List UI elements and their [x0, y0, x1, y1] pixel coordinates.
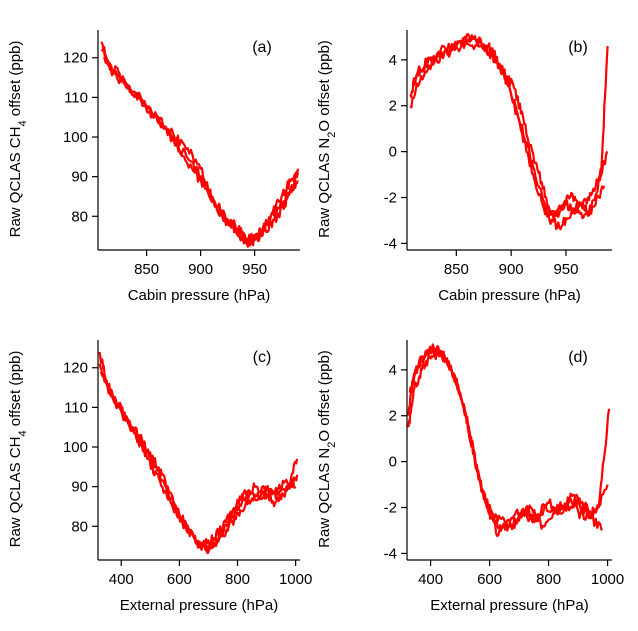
y-axis-label: Raw QCLAS CH4 offset (ppb) [7, 41, 29, 238]
panel-b: 850 900 950 -4 -2 0 2 4 Cabin pressure (hPa) Raw … [316, 30, 612, 304]
panel-label: (d) [568, 349, 588, 366]
x-tick-label: 800 [536, 571, 561, 588]
y-tick-label: 90 [71, 479, 88, 496]
y-tick-label: 80 [71, 518, 88, 535]
x-axis-label: Cabin pressure (hPa) [438, 287, 581, 304]
y-tick-label: 4 [389, 362, 397, 379]
panel-c: 400 600 800 1000 80 90 100 110 120 External press… [7, 340, 312, 614]
y-tick-label: 110 [64, 89, 88, 106]
series-line [98, 363, 297, 549]
y-tick-label: 120 [63, 50, 88, 67]
y-tick-label: 0 [389, 454, 397, 471]
y-tick-label: 120 [63, 360, 88, 377]
series-line [408, 343, 603, 538]
y-tick-label: -4 [384, 235, 397, 252]
y-axis-label: Raw QCLAS CH4 offset (ppb) [7, 351, 29, 548]
series-line [409, 41, 606, 225]
x-tick-label: 1000 [591, 571, 624, 588]
x-tick-label: 400 [109, 571, 134, 588]
series-line [99, 371, 299, 555]
x-tick-label: 950 [242, 261, 267, 278]
y-tick-label: 100 [63, 439, 88, 456]
y-axis-label: Raw QCLAS N2O offset (ppb) [316, 350, 338, 548]
x-tick-label: 900 [499, 261, 524, 278]
y-tick-label: 90 [71, 169, 88, 186]
y-tick-label: 4 [389, 52, 397, 69]
y-tick-label: -4 [384, 545, 397, 562]
x-tick-label: 1000 [279, 571, 312, 588]
x-tick-label: 900 [188, 261, 213, 278]
x-tick-label: 800 [225, 571, 250, 588]
series-line [103, 56, 299, 245]
x-tick-label: 400 [418, 571, 443, 588]
series-line [100, 48, 299, 244]
x-tick-label: 600 [167, 571, 192, 588]
y-tick-label: 100 [63, 129, 88, 146]
y-axis-label: Raw QCLAS N2O offset (ppb) [316, 40, 338, 238]
y-tick-label: 0 [389, 144, 397, 161]
x-tick-label: 600 [477, 571, 502, 588]
y-tick-label: 2 [389, 98, 397, 115]
y-tick-label: -2 [384, 500, 397, 517]
x-tick-label: 850 [444, 261, 469, 278]
panel-label: (b) [568, 39, 588, 56]
series-line [98, 351, 299, 554]
panel-d: 400 600 800 1000 -4 -2 0 2 4 External pressure (h… [316, 340, 624, 614]
x-tick-label: 850 [134, 261, 159, 278]
panel-a: 850 900 950 80 90 100 110 120 Cabin pressure (hP… [7, 30, 300, 304]
y-tick-label: 80 [71, 208, 88, 225]
series-line [411, 33, 609, 231]
x-axis-label: External pressure (hPa) [430, 597, 588, 614]
x-axis-label: Cabin pressure (hPa) [128, 287, 271, 304]
y-tick-label: -2 [384, 190, 397, 207]
y-tick-label: 2 [389, 408, 397, 425]
panel-label: (a) [252, 39, 272, 56]
x-tick-label: 950 [553, 261, 578, 278]
y-tick-label: 110 [64, 399, 88, 416]
panel-label: (c) [253, 349, 272, 366]
series-line [100, 41, 299, 248]
x-axis-label: External pressure (hPa) [120, 597, 278, 614]
